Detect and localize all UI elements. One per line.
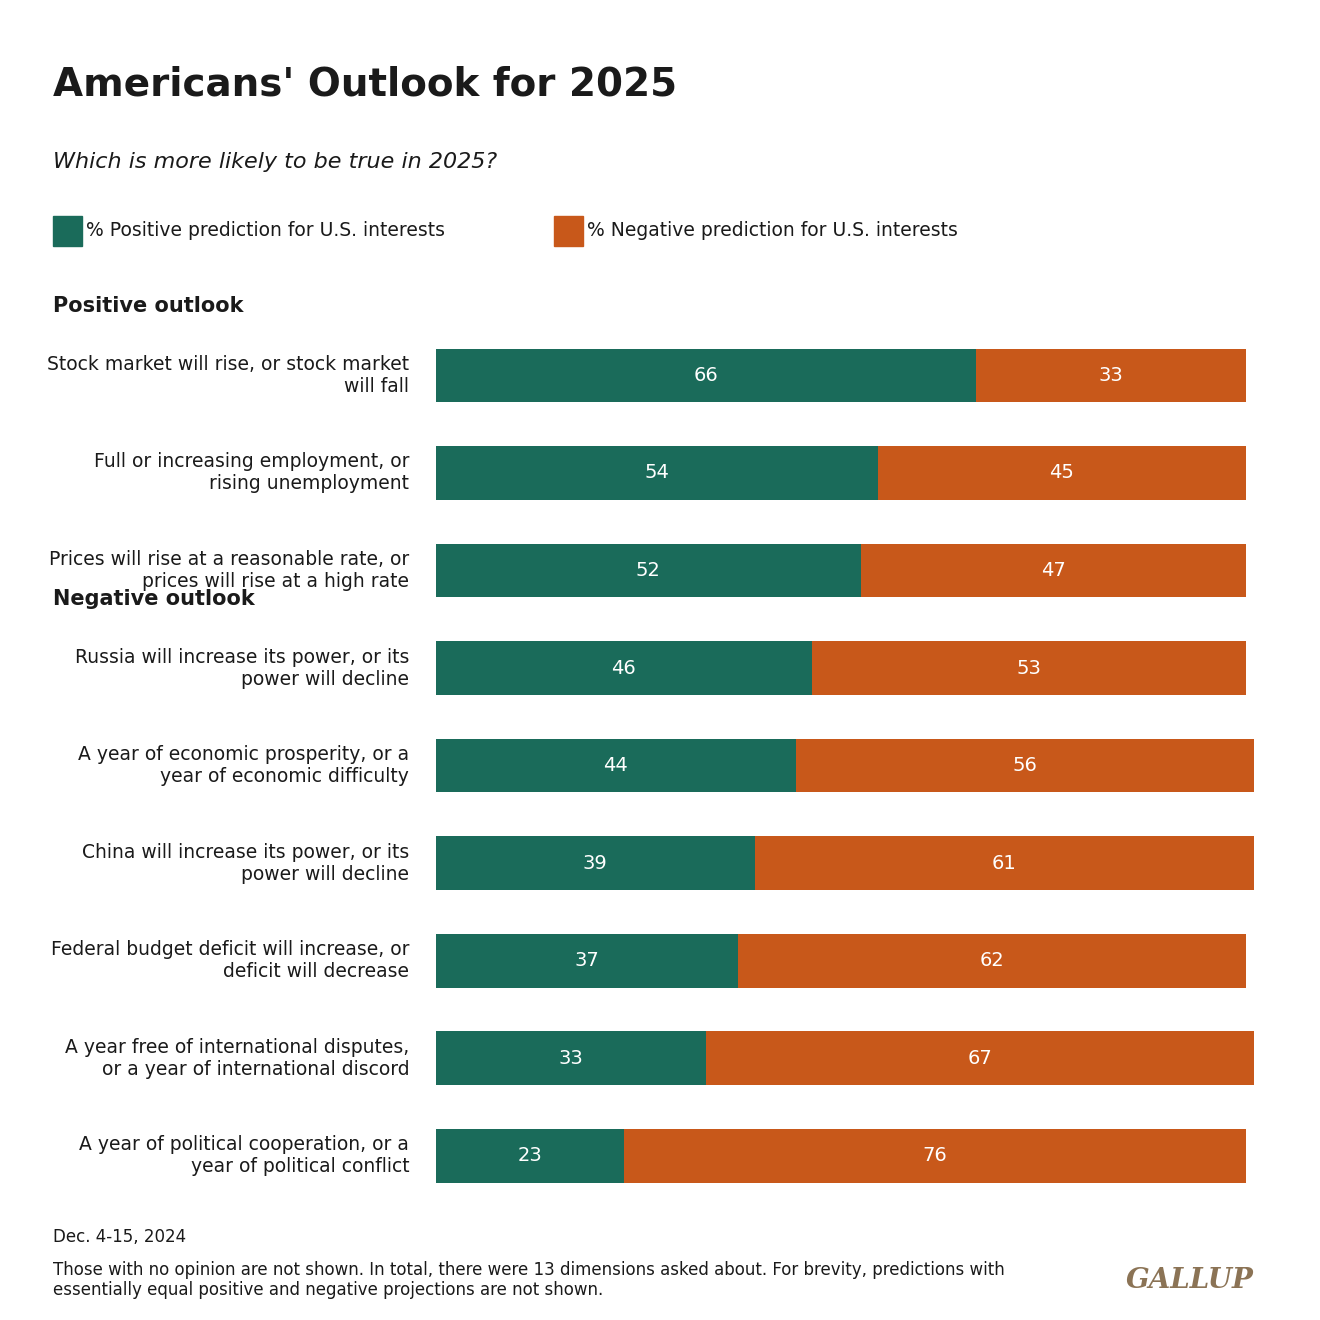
Text: 33: 33 bbox=[558, 1049, 583, 1068]
Text: Dec. 4-15, 2024: Dec. 4-15, 2024 bbox=[53, 1228, 186, 1246]
Text: 46: 46 bbox=[611, 659, 636, 677]
Text: Federal budget deficit will increase, or
deficit will decrease: Federal budget deficit will increase, or… bbox=[50, 940, 409, 981]
Text: 76: 76 bbox=[923, 1146, 948, 1166]
Text: 66: 66 bbox=[693, 366, 718, 385]
Bar bbox=[436, 1031, 706, 1085]
Text: 62: 62 bbox=[979, 952, 1005, 970]
Text: 39: 39 bbox=[583, 854, 607, 873]
Bar bbox=[436, 446, 878, 500]
Text: 53: 53 bbox=[1016, 659, 1041, 677]
Text: Those with no opinion are not shown. In total, there were 13 dimensions asked ab: Those with no opinion are not shown. In … bbox=[53, 1261, 1005, 1299]
Text: Russia will increase its power, or its
power will decline: Russia will increase its power, or its p… bbox=[75, 648, 409, 689]
Bar bbox=[878, 446, 1246, 500]
Text: % Negative prediction for U.S. interests: % Negative prediction for U.S. interests bbox=[587, 222, 958, 240]
Text: 52: 52 bbox=[636, 561, 661, 579]
Text: Which is more likely to be true in 2025?: Which is more likely to be true in 2025? bbox=[53, 152, 496, 172]
Text: A year free of international disputes,
or a year of international discord: A year free of international disputes, o… bbox=[65, 1038, 409, 1078]
Text: GALLUP: GALLUP bbox=[1126, 1267, 1254, 1294]
Text: 61: 61 bbox=[993, 854, 1016, 873]
Bar bbox=[436, 348, 975, 403]
Bar bbox=[436, 544, 861, 597]
Text: China will increase its power, or its
power will decline: China will increase its power, or its po… bbox=[82, 842, 409, 883]
Text: 47: 47 bbox=[1041, 561, 1065, 579]
Text: 44: 44 bbox=[603, 756, 628, 775]
Text: 23: 23 bbox=[517, 1146, 543, 1166]
Text: Americans' Outlook for 2025: Americans' Outlook for 2025 bbox=[53, 66, 677, 104]
Bar bbox=[812, 642, 1246, 694]
Text: A year of political cooperation, or a
year of political conflict: A year of political cooperation, or a ye… bbox=[79, 1135, 409, 1176]
Bar bbox=[796, 739, 1254, 792]
Text: 37: 37 bbox=[574, 952, 599, 970]
Text: Stock market will rise, or stock market
will fall: Stock market will rise, or stock market … bbox=[48, 355, 409, 396]
Bar bbox=[861, 544, 1246, 597]
Text: A year of economic prosperity, or a
year of economic difficulty: A year of economic prosperity, or a year… bbox=[78, 744, 409, 787]
Bar bbox=[436, 935, 738, 987]
Text: 33: 33 bbox=[1098, 366, 1123, 385]
Bar bbox=[975, 348, 1246, 403]
Bar bbox=[624, 1129, 1246, 1183]
Bar bbox=[738, 935, 1246, 987]
Text: 54: 54 bbox=[644, 463, 669, 482]
Text: Prices will rise at a reasonable rate, or
prices will rise at a high rate: Prices will rise at a reasonable rate, o… bbox=[49, 550, 409, 591]
Bar bbox=[436, 739, 796, 792]
Text: 56: 56 bbox=[1012, 756, 1038, 775]
Text: % Positive prediction for U.S. interests: % Positive prediction for U.S. interests bbox=[86, 222, 445, 240]
Text: Full or increasing employment, or
rising unemployment: Full or increasing employment, or rising… bbox=[94, 453, 409, 494]
Bar bbox=[706, 1031, 1254, 1085]
Text: 45: 45 bbox=[1049, 463, 1074, 482]
Text: 67: 67 bbox=[968, 1049, 993, 1068]
Text: Negative outlook: Negative outlook bbox=[53, 589, 255, 609]
Bar bbox=[436, 837, 755, 890]
Text: Positive outlook: Positive outlook bbox=[53, 296, 243, 315]
Bar bbox=[436, 642, 812, 694]
Bar bbox=[436, 1129, 624, 1183]
Bar bbox=[755, 837, 1254, 890]
